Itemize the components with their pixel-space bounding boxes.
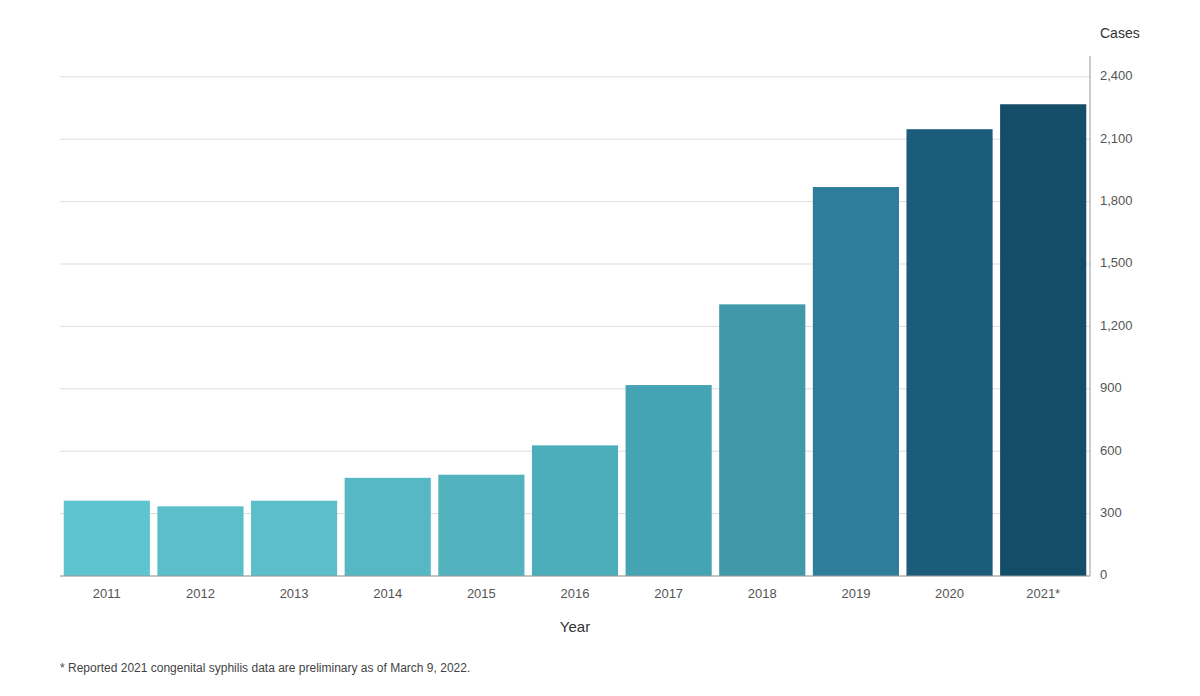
x-tick-label: 2011: [93, 586, 121, 601]
bar: [906, 129, 992, 576]
x-tick-label: 2021*: [1026, 586, 1060, 601]
x-axis-label: Year: [560, 618, 590, 635]
bar: [157, 506, 243, 576]
y-tick-label: 2,400: [1100, 68, 1133, 83]
grid-line: [60, 76, 1090, 77]
bar: [438, 475, 524, 576]
x-tick-label: 2016: [561, 586, 590, 601]
bar: [345, 478, 431, 576]
x-axis-line: [60, 576, 1090, 577]
x-axis: 2011 2012 2013 2014 2015 2016 2017 2018 2019 2020…: [60, 576, 1090, 601]
y-tick-label: 1,200: [1100, 318, 1133, 333]
y-tick-label: 300: [1100, 505, 1122, 520]
y-tick-label: 900: [1100, 380, 1122, 395]
y-tick-label: 0: [1100, 567, 1107, 582]
x-tick-label: 2020: [935, 586, 964, 601]
bar: [532, 445, 618, 576]
y-tick-label: 1,800: [1100, 193, 1133, 208]
x-tick-label: 2019: [841, 586, 870, 601]
chart: 03006009001,2001,5001,8002,1002,40020112…: [0, 0, 1200, 696]
page: {"chart_data": { "type": "bar", "categor…: [0, 0, 1200, 696]
bar: [719, 304, 805, 576]
bar: [813, 187, 899, 576]
bars: [64, 104, 1087, 576]
x-tick-label: 2012: [186, 586, 215, 601]
bar: [64, 501, 150, 576]
x-tick-label: 2013: [280, 586, 309, 601]
grid: [60, 77, 1090, 576]
y-axis: 0 300 600 900 1,200 1,500 1,800 2,100 2,400: [1090, 56, 1133, 582]
chart-container: 03006009001,2001,5001,8002,1002,40020112…: [0, 0, 1200, 696]
y-axis-line: [1090, 56, 1091, 576]
x-tick-label: 2017: [654, 586, 683, 601]
y-tick-label: 2,100: [1100, 131, 1133, 146]
bar: [626, 385, 712, 576]
x-tick-label: 2018: [748, 586, 777, 601]
grid-line: [60, 576, 1090, 577]
x-tick-label: 2015: [467, 586, 496, 601]
bar: [251, 501, 337, 576]
y-axis-label: Cases: [1100, 25, 1140, 41]
y-tick-label: 1,500: [1100, 255, 1133, 270]
x-tick-label: 2014: [373, 586, 402, 601]
y-tick-label: 600: [1100, 443, 1122, 458]
footnote: * Reported 2021 congenital syphilis data…: [60, 661, 470, 675]
bar: [1000, 104, 1086, 576]
